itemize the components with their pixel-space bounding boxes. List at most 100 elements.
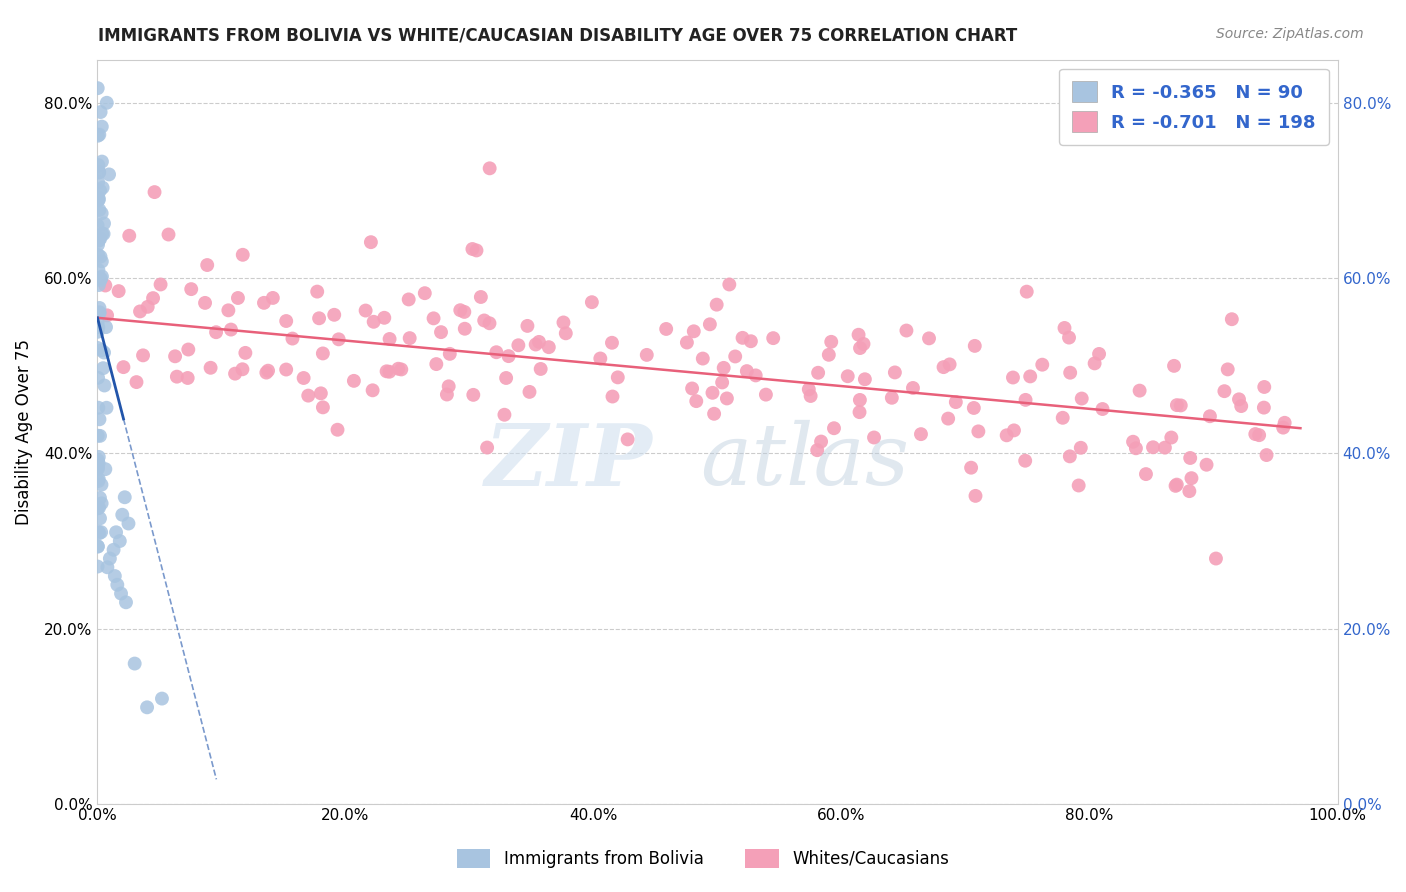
Point bbox=[87, 524, 110, 539]
Point bbox=[823, 421, 845, 435]
Point bbox=[112, 360, 135, 375]
Point bbox=[89, 128, 111, 142]
Point bbox=[1178, 484, 1201, 499]
Point bbox=[1142, 440, 1164, 454]
Point bbox=[478, 161, 501, 176]
Point bbox=[1015, 285, 1038, 299]
Text: IMMIGRANTS FROM BOLIVIA VS WHITE/CAUCASIAN DISABILITY AGE OVER 75 CORRELATION CH: IMMIGRANTS FROM BOLIVIA VS WHITE/CAUCASI… bbox=[98, 27, 1018, 45]
Point bbox=[807, 366, 830, 380]
Point bbox=[89, 412, 111, 426]
Point bbox=[87, 450, 110, 464]
Point bbox=[378, 365, 401, 379]
Point bbox=[1053, 321, 1076, 335]
Point bbox=[1170, 399, 1192, 413]
Point bbox=[124, 657, 146, 671]
Point bbox=[495, 371, 517, 385]
Point bbox=[849, 392, 872, 407]
Point bbox=[254, 366, 277, 380]
Point bbox=[1180, 450, 1202, 465]
Point bbox=[125, 375, 148, 389]
Point bbox=[682, 324, 704, 338]
Point bbox=[89, 165, 111, 179]
Point bbox=[430, 325, 453, 339]
Point bbox=[600, 335, 623, 350]
Point bbox=[87, 175, 110, 189]
Point bbox=[132, 348, 155, 362]
Point bbox=[537, 340, 560, 354]
Point bbox=[1019, 369, 1042, 384]
Point bbox=[810, 434, 832, 449]
Point bbox=[177, 343, 200, 357]
Point bbox=[1135, 467, 1157, 481]
Point bbox=[114, 490, 136, 504]
Point bbox=[1014, 454, 1036, 468]
Text: ZIP: ZIP bbox=[485, 419, 652, 503]
Point bbox=[87, 234, 110, 248]
Point bbox=[89, 306, 111, 320]
Y-axis label: Disability Age Over 75: Disability Age Over 75 bbox=[15, 339, 32, 524]
Point bbox=[361, 384, 384, 398]
Point bbox=[880, 391, 903, 405]
Point bbox=[87, 237, 110, 252]
Point bbox=[636, 348, 658, 362]
Point bbox=[463, 388, 485, 402]
Point bbox=[422, 311, 444, 326]
Point bbox=[90, 206, 112, 220]
Point bbox=[718, 277, 741, 292]
Point bbox=[1070, 392, 1092, 406]
Point bbox=[87, 315, 110, 329]
Point bbox=[96, 309, 118, 323]
Point bbox=[1244, 427, 1267, 442]
Point bbox=[817, 348, 839, 362]
Point bbox=[89, 165, 111, 179]
Point bbox=[716, 392, 738, 406]
Point bbox=[86, 219, 108, 233]
Point bbox=[699, 318, 721, 332]
Point bbox=[87, 158, 110, 172]
Point bbox=[1205, 551, 1227, 566]
Point bbox=[797, 382, 820, 396]
Point bbox=[200, 360, 222, 375]
Point bbox=[1256, 448, 1278, 462]
Point bbox=[89, 491, 111, 505]
Point bbox=[180, 282, 202, 296]
Point bbox=[1166, 477, 1188, 491]
Point bbox=[157, 227, 180, 242]
Point bbox=[343, 374, 366, 388]
Point bbox=[373, 310, 395, 325]
Point bbox=[98, 551, 121, 566]
Point bbox=[86, 428, 108, 442]
Point bbox=[87, 500, 110, 515]
Point bbox=[205, 325, 228, 339]
Point bbox=[363, 315, 385, 329]
Point bbox=[87, 320, 110, 334]
Point bbox=[105, 578, 128, 592]
Point bbox=[217, 303, 239, 318]
Point bbox=[297, 389, 319, 403]
Point bbox=[1253, 401, 1275, 415]
Point bbox=[86, 325, 108, 339]
Point bbox=[86, 540, 108, 554]
Point bbox=[142, 291, 165, 305]
Point bbox=[91, 154, 114, 169]
Point bbox=[1199, 409, 1222, 424]
Point bbox=[91, 361, 114, 376]
Point bbox=[90, 496, 112, 510]
Point bbox=[96, 560, 118, 574]
Point bbox=[901, 381, 924, 395]
Point bbox=[470, 290, 492, 304]
Point bbox=[1230, 399, 1253, 413]
Text: atlas: atlas bbox=[700, 420, 908, 503]
Point bbox=[524, 337, 547, 351]
Point bbox=[91, 269, 114, 284]
Point bbox=[91, 180, 114, 194]
Point bbox=[89, 526, 111, 541]
Point bbox=[1002, 424, 1025, 438]
Point bbox=[87, 461, 110, 475]
Point bbox=[762, 331, 785, 345]
Point bbox=[472, 313, 495, 327]
Point bbox=[309, 386, 332, 401]
Point bbox=[436, 387, 458, 401]
Point bbox=[848, 405, 870, 419]
Point bbox=[96, 401, 118, 415]
